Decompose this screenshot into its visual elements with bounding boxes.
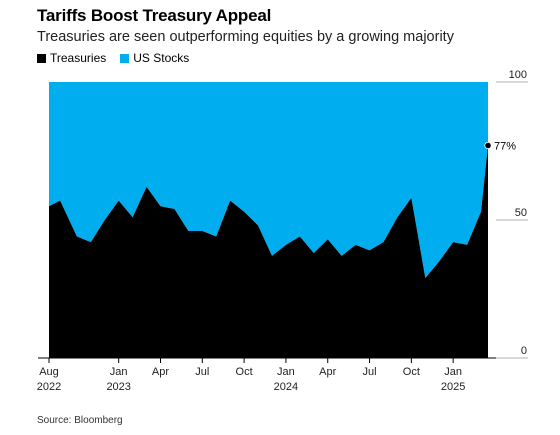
source-note: Source: Bloomberg xyxy=(37,415,123,426)
x-tick-label: Jan xyxy=(110,366,128,378)
y-tick-label-50: 50 xyxy=(515,207,527,219)
annotation-layer: 77% xyxy=(485,140,516,152)
x-tick-label: Oct xyxy=(236,366,253,378)
x-tick-label: Apr xyxy=(152,366,169,378)
x-tick-year-label: 2022 xyxy=(37,381,61,393)
x-tick-label: Aug xyxy=(39,366,59,378)
area-layer xyxy=(49,82,488,358)
x-tick-year-label: 2024 xyxy=(274,381,298,393)
x-tick-label: Jul xyxy=(363,366,377,378)
x-tick-label: Apr xyxy=(319,366,336,378)
x-tick-year-label: 2023 xyxy=(106,381,130,393)
x-tick-label: Jul xyxy=(195,366,209,378)
y-tick-label-0: 0 xyxy=(521,345,527,357)
x-tick-label: Jan xyxy=(444,366,462,378)
annotation-label: 77% xyxy=(494,140,516,152)
annotation-dot xyxy=(485,142,491,148)
x-tick-year-label: 2025 xyxy=(441,381,465,393)
y-tick-label-100: 100 xyxy=(509,69,527,81)
x-tick-label: Oct xyxy=(403,366,420,378)
x-tick-label: Jan xyxy=(277,366,295,378)
